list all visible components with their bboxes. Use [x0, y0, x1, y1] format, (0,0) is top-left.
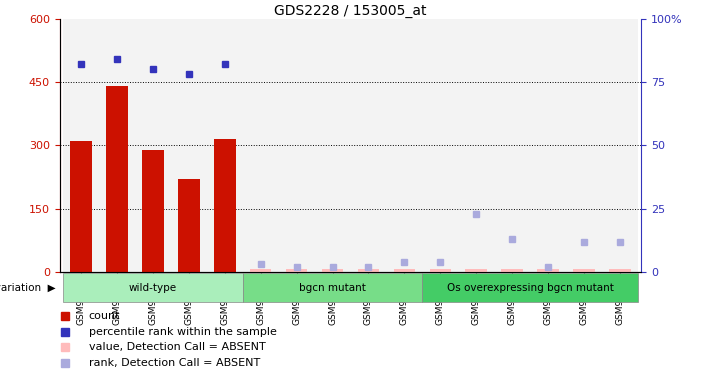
Bar: [358, 269, 379, 272]
Text: genotype/variation  ▶: genotype/variation ▶: [0, 283, 56, 293]
Bar: [315, 19, 350, 272]
Bar: [530, 19, 566, 272]
Bar: [573, 269, 594, 272]
Text: count: count: [88, 311, 120, 321]
Bar: [207, 19, 243, 272]
Bar: [501, 269, 523, 272]
Bar: [322, 269, 343, 272]
Bar: [171, 19, 207, 272]
Text: rank, Detection Call = ABSENT: rank, Detection Call = ABSENT: [88, 358, 260, 368]
Bar: [422, 19, 458, 272]
Bar: [386, 19, 422, 272]
Text: bgcn mutant: bgcn mutant: [299, 283, 366, 293]
Bar: [243, 273, 422, 302]
Bar: [393, 269, 415, 272]
Text: Os overexpressing bgcn mutant: Os overexpressing bgcn mutant: [447, 283, 613, 293]
Bar: [142, 150, 164, 272]
Text: wild-type: wild-type: [129, 283, 177, 293]
Bar: [279, 19, 315, 272]
Bar: [286, 269, 308, 272]
Bar: [494, 19, 530, 272]
Bar: [602, 19, 638, 272]
Text: value, Detection Call = ABSENT: value, Detection Call = ABSENT: [88, 342, 266, 352]
Bar: [107, 86, 128, 272]
Text: percentile rank within the sample: percentile rank within the sample: [88, 327, 277, 337]
Bar: [537, 269, 559, 272]
Bar: [465, 269, 487, 272]
Bar: [63, 19, 99, 272]
Bar: [63, 273, 243, 302]
Bar: [422, 273, 638, 302]
Bar: [250, 269, 271, 272]
Title: GDS2228 / 153005_at: GDS2228 / 153005_at: [274, 4, 427, 18]
Bar: [350, 19, 386, 272]
Bar: [458, 19, 494, 272]
Bar: [243, 19, 279, 272]
Bar: [135, 19, 171, 272]
Bar: [214, 139, 236, 272]
Bar: [566, 19, 602, 272]
Bar: [178, 179, 200, 272]
Bar: [430, 269, 451, 272]
Bar: [70, 141, 92, 272]
Bar: [99, 19, 135, 272]
Bar: [609, 269, 631, 272]
